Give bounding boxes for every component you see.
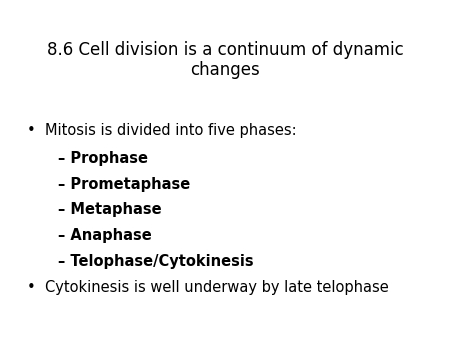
Text: Cytokinesis is well underway by late telophase: Cytokinesis is well underway by late tel… [45,280,389,294]
Text: •: • [27,280,36,294]
Text: – Telophase/Cytokinesis: – Telophase/Cytokinesis [58,254,254,269]
Text: – Prophase: – Prophase [58,151,148,166]
Text: •: • [27,123,36,138]
Text: – Anaphase: – Anaphase [58,228,152,243]
Text: Mitosis is divided into five phases:: Mitosis is divided into five phases: [45,123,297,138]
Text: 8.6 Cell division is a continuum of dynamic
changes: 8.6 Cell division is a continuum of dyna… [47,41,403,79]
Text: – Metaphase: – Metaphase [58,202,162,217]
Text: – Prometaphase: – Prometaphase [58,177,191,192]
